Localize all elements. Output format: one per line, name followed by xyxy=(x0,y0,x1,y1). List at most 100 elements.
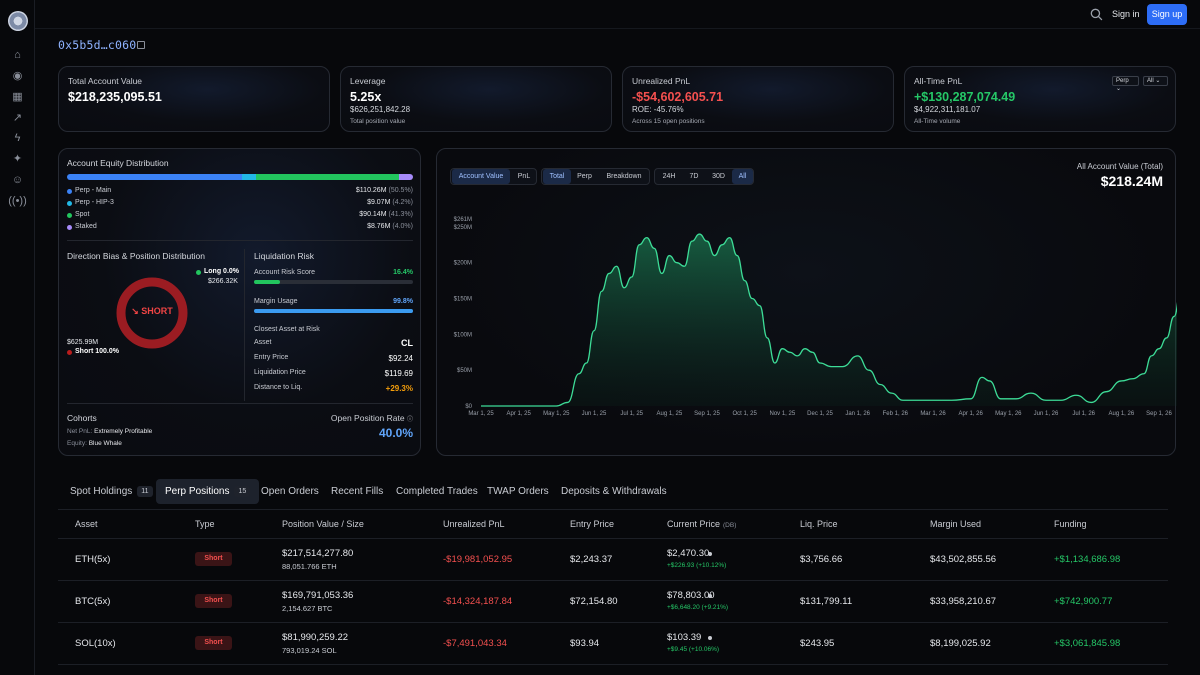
divider xyxy=(67,240,413,241)
current-price-cell: $2,470.30 xyxy=(667,548,710,559)
tab-open-orders[interactable]: Open Orders xyxy=(261,479,319,504)
y-tick-label: $0 xyxy=(465,404,472,410)
x-tick-label: Aug 1, 26 xyxy=(1108,411,1134,417)
risk-label: Account Risk Score xyxy=(254,269,316,276)
x-tick-label: Mar 1, 25 xyxy=(468,411,494,417)
tab-label: Perp Positions xyxy=(165,486,230,497)
logo[interactable] xyxy=(8,11,28,31)
info-icon[interactable]: ⓘ xyxy=(406,417,413,423)
y-tick-label: $250M xyxy=(454,225,472,231)
tab-completed-trades[interactable]: Completed Trades xyxy=(396,479,478,504)
account-value-chart[interactable]: $0 $50M $100M $150M $200M $250M $261M Mar 1, 25… xyxy=(437,149,1177,457)
margin-track xyxy=(254,309,413,313)
margin-label: Margin Usage xyxy=(254,298,298,305)
users-icon[interactable]: ☺ xyxy=(11,173,24,186)
long-label: Long 0.0% xyxy=(204,268,240,275)
sparkle-icon[interactable]: ✦ xyxy=(12,153,23,165)
chart-header-value: $218.24M xyxy=(1100,173,1163,189)
short-label: Short 100.0% xyxy=(75,348,119,355)
equity-dot xyxy=(67,213,72,218)
home-icon[interactable]: ⌂ xyxy=(14,48,21,61)
x-tick-label: Jul 1, 26 xyxy=(1072,411,1095,417)
tab-breakdown[interactable]: Breakdown xyxy=(606,173,642,180)
equity-item-label: Spot xyxy=(75,211,90,218)
equity-panel: Account Equity Distribution Direction Bi… xyxy=(58,148,421,456)
sign-up-button[interactable]: Sign up xyxy=(1147,4,1187,25)
funding-cell: +$3,061,845.98 xyxy=(1054,638,1121,649)
position-value-cell: $81,990,259.22 xyxy=(282,632,349,643)
divider xyxy=(67,403,413,404)
x-tick-label: May 1, 26 xyxy=(995,411,1022,417)
bolt-icon[interactable]: ϟ xyxy=(14,131,21,144)
equity-dot xyxy=(67,225,72,230)
tab-deposits-withdrawals[interactable]: Deposits & Withdrawals xyxy=(561,479,667,504)
equity-item-label: Staked xyxy=(75,223,97,230)
tab-twap-orders[interactable]: TWAP Orders xyxy=(487,479,549,504)
eye-icon[interactable]: ◉ xyxy=(12,70,23,82)
column-header[interactable]: Asset xyxy=(75,519,98,529)
net-pnl-row: Net PnL: Extremely Profitable xyxy=(67,428,152,435)
tab-pnl[interactable]: PnL xyxy=(517,173,531,180)
tab-perp-positions[interactable]: Perp Positions 15 xyxy=(156,479,260,504)
direction-center-label: ↘ SHORT xyxy=(131,306,173,316)
y-tick-label: $50M xyxy=(457,368,472,374)
column-header[interactable]: Unrealized PnL xyxy=(443,519,505,529)
y-tick-label: $261M xyxy=(454,217,472,223)
tab-account-value[interactable]: Account Value xyxy=(452,169,510,184)
tab-30d[interactable]: 30D xyxy=(712,173,725,180)
price-change-cell: +$6,648.20 (+9.21%) xyxy=(667,604,729,611)
grid-icon[interactable]: ▦ xyxy=(12,91,23,103)
column-header[interactable]: Liq. Price xyxy=(800,519,838,529)
top-bar xyxy=(35,0,1200,29)
tab-recent-fills[interactable]: Recent Fills xyxy=(331,479,383,504)
entry-price-cell: $93.94 xyxy=(570,638,600,649)
position-type-badge: Short xyxy=(195,552,232,566)
tab-total[interactable]: Total xyxy=(543,169,571,184)
column-header-label: Position Value / Size xyxy=(282,519,364,529)
equity-dot xyxy=(67,201,72,206)
x-tick-label: Jan 1, 26 xyxy=(845,411,870,417)
leverage-card: Leverage 5.25x $626,251,842.28 Total pos… xyxy=(340,66,612,132)
column-header[interactable]: Type xyxy=(195,519,215,529)
stat-sub2: All-Time volume xyxy=(914,118,961,125)
x-tick-label: Jun 1, 26 xyxy=(1034,411,1059,417)
price-source-tag: (DB) xyxy=(723,522,737,529)
liquidation-title: Liquidation Risk xyxy=(254,251,315,261)
column-header[interactable]: Position Value / Size xyxy=(282,519,364,529)
column-header[interactable]: Funding xyxy=(1054,519,1087,529)
broadcast-icon[interactable]: ((•)) xyxy=(8,194,27,207)
column-header[interactable]: Current Price (DB) xyxy=(667,519,736,529)
stat-label: Total Account Value xyxy=(68,76,143,86)
position-size-cell: 88,051.766 ETH xyxy=(282,562,337,571)
column-header[interactable]: Entry Price xyxy=(570,519,614,529)
alltime-pnl-card: All-Time PnL +$130,287,074.49 $4,922,311… xyxy=(904,66,1176,132)
equity-bar xyxy=(67,174,413,180)
search-icon[interactable] xyxy=(1090,8,1103,21)
liq-row-label: Liquidation Price xyxy=(254,369,306,376)
tab-7d[interactable]: 7D xyxy=(689,173,699,180)
asset-cell: SOL(10x) xyxy=(75,638,116,649)
tab-all[interactable]: All xyxy=(732,169,753,184)
tab-label: Completed Trades xyxy=(396,486,478,497)
closest-title: Closest Asset at Risk xyxy=(254,326,320,333)
stat-value: $218,235,095.51 xyxy=(68,90,162,104)
tab-spot-holdings[interactable]: Spot Holdings 11 xyxy=(70,479,153,504)
wallet-address: 0x5b5d…c060 xyxy=(58,38,137,52)
copy-icon[interactable] xyxy=(137,41,145,49)
stat-label: Leverage xyxy=(350,76,386,86)
column-header[interactable]: Margin Used xyxy=(930,519,981,529)
sign-in-button[interactable]: Sign in xyxy=(1112,9,1140,19)
table-header-divider xyxy=(58,538,1168,539)
period-select[interactable]: All ⌄ xyxy=(1143,76,1168,86)
tab-24h[interactable]: 24H xyxy=(662,173,676,180)
market-select[interactable]: Perp ⌄ xyxy=(1112,76,1139,92)
x-tick-label: Jun 1, 25 xyxy=(582,411,607,417)
price-change-cell: +$226.93 (+10.12%) xyxy=(667,562,727,569)
position-type-badge: Short xyxy=(195,636,232,650)
equity-amount: $90.14M xyxy=(359,211,387,218)
tab-perp[interactable]: Perp xyxy=(577,173,592,180)
cohorts-title: Cohorts xyxy=(67,413,97,423)
equity-amount: $110.26M xyxy=(355,187,387,194)
tab-label: Spot Holdings xyxy=(70,486,133,497)
trending-icon[interactable]: ↗ xyxy=(12,112,23,124)
